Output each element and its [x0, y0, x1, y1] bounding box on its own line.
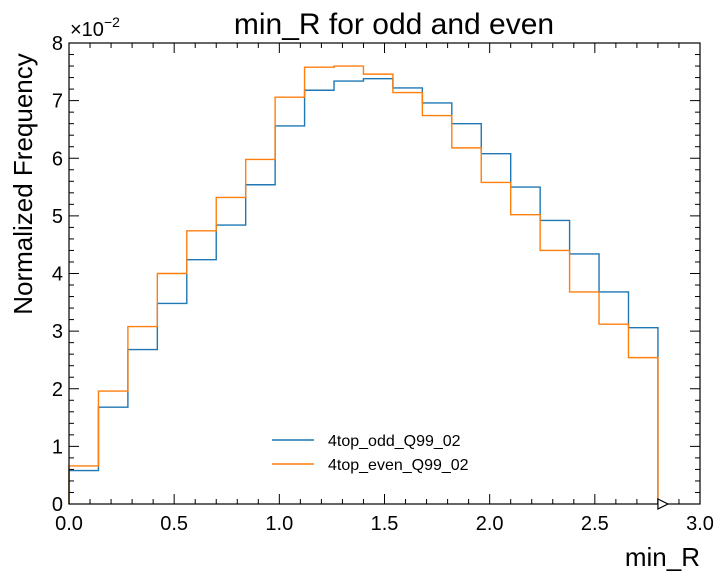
- overflow-marker: [657, 498, 670, 510]
- x-axis-label: min_R: [625, 542, 700, 572]
- x-tick-label: 3.0: [686, 513, 714, 535]
- y-tick-label: 2: [52, 379, 63, 401]
- y-tick-label: 8: [52, 33, 63, 55]
- x-tick-label: 0.0: [55, 513, 83, 535]
- x-tick-label: 0.5: [160, 513, 188, 535]
- y-axis-multiplier: ×10−2: [70, 14, 120, 41]
- y-tick-label: 5: [52, 206, 63, 228]
- y-tick-label: 4: [52, 264, 63, 286]
- x-tick-label: 2.0: [476, 513, 504, 535]
- y-tick-label: 3: [52, 321, 63, 343]
- y-tick-label: 1: [52, 436, 63, 458]
- x-tick-label: 1.0: [265, 513, 293, 535]
- y-tick-label: 6: [52, 148, 63, 170]
- legend-label-1: 4top_even_Q99_02: [328, 457, 469, 474]
- y-axis-label: Normalized Frequency: [8, 53, 38, 315]
- legend-label-0: 4top_odd_Q99_02: [328, 433, 461, 450]
- y-tick-label: 0: [52, 494, 63, 516]
- series-line-1: [68, 65, 659, 504]
- y-tick-label: 7: [52, 91, 63, 113]
- x-tick-label: 1.5: [371, 513, 399, 535]
- x-tick-label: 2.5: [581, 513, 609, 535]
- chart-title: min_R for odd and even: [234, 8, 554, 41]
